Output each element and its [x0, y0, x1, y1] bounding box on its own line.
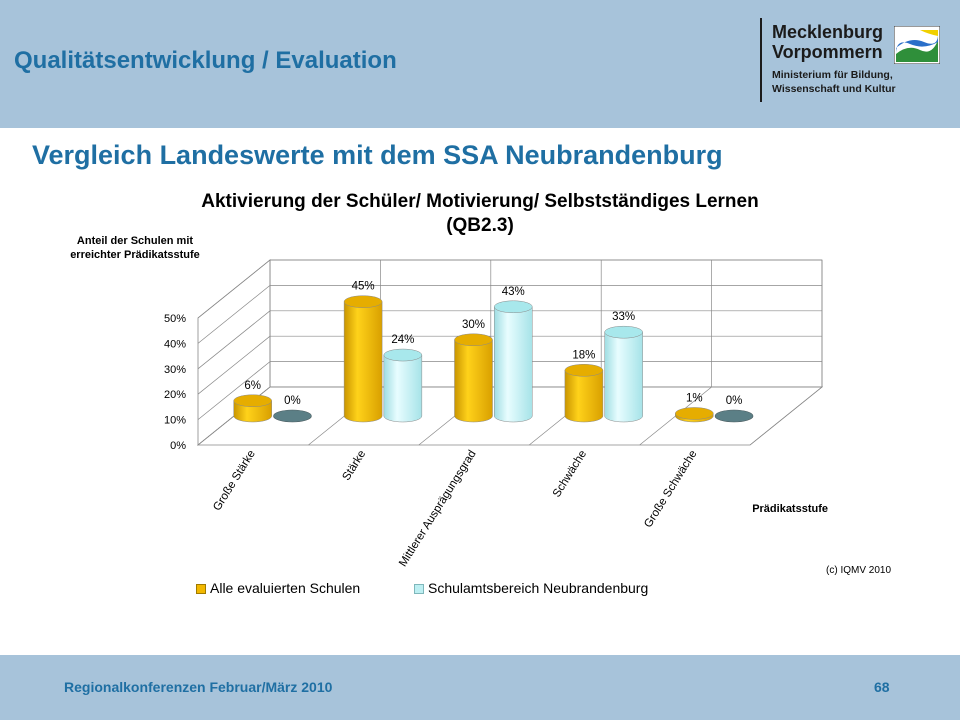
- bar-cylinder: [604, 331, 643, 423]
- bar-cylinder: [343, 301, 383, 423]
- chart-title-line1: Aktivierung der Schüler/ Motivierung/ Se…: [201, 191, 759, 212]
- data-label: 33%: [612, 311, 635, 323]
- y-axis-label-line2: erreichter Prädikatsstufe: [70, 249, 200, 261]
- data-label: 24%: [391, 334, 414, 346]
- data-label: 6%: [244, 380, 261, 392]
- bar-top: [383, 348, 423, 362]
- ministry-logo: Mecklenburg Vorpommern Ministerium für B…: [760, 18, 950, 102]
- legend-label-series1: Alle evaluierten Schulen: [210, 580, 361, 596]
- gridline-side: [197, 310, 271, 370]
- logo-name: Mecklenburg Vorpommern: [772, 22, 883, 62]
- x-tick-label: Große Stärke: [211, 448, 258, 513]
- page-subtitle: Vergleich Landeswerte mit dem SSA Neubra…: [32, 140, 723, 170]
- logo-name-line1: Mecklenburg: [772, 22, 884, 42]
- bar-top: [675, 407, 714, 420]
- y-tick-label: 0%: [170, 440, 186, 452]
- flag-icon: [894, 26, 940, 64]
- legend-label-series2: Schulamtsbereich Neubrandenburg: [428, 580, 649, 596]
- bar-top: [343, 295, 383, 308]
- logo-subtitle: Ministerium für Bildung, Wissenschaft un…: [772, 68, 896, 96]
- bar-cylinder: [564, 370, 604, 423]
- header-title: Qualitätsentwicklung / Evaluation: [14, 47, 397, 74]
- footer-text: Regionalkonferenzen Februar/März 2010: [64, 679, 333, 695]
- gridline-side: [197, 285, 271, 344]
- bar-cylinder: [493, 306, 533, 423]
- bar-cylinder: [454, 339, 493, 423]
- bar-top: [604, 325, 643, 339]
- data-label: 0%: [284, 395, 301, 407]
- gridline-side: [197, 361, 271, 420]
- bar-disc: [273, 409, 312, 423]
- data-label: 45%: [352, 281, 375, 293]
- x-tick-label: Mittlerer Ausprägungsgrad: [397, 448, 479, 569]
- bar-top: [233, 394, 272, 408]
- logo-name-line2: Vorpommern: [772, 42, 883, 62]
- y-tick-label: 40%: [164, 338, 186, 350]
- y-tick-label: 10%: [164, 415, 186, 427]
- y-tick-label: 20%: [164, 389, 186, 401]
- data-label: 30%: [462, 319, 485, 331]
- legend-item-series1: Alle evaluierten Schulen: [196, 580, 360, 596]
- bar-cylinder: [383, 354, 423, 423]
- logo-divider: [760, 18, 762, 102]
- legend-item-series2: Schulamtsbereich Neubrandenburg: [414, 580, 648, 596]
- bar-top: [564, 364, 604, 377]
- bar-top: [454, 333, 493, 347]
- x-tick-label: Stärke: [341, 448, 369, 483]
- bar-disc: [714, 409, 754, 423]
- y-tick-label: 50%: [164, 313, 186, 325]
- x-axis-title: Prädikatsstufe: [752, 503, 828, 515]
- chart-title-line2: (QB2.3): [446, 215, 514, 236]
- data-label: 0%: [726, 395, 743, 407]
- y-axis-label: Anteil der Schulen mit erreichter Prädik…: [40, 234, 230, 262]
- legend-swatch-cyan: [414, 584, 424, 595]
- footer-band: [0, 655, 960, 720]
- floor-divider: [749, 386, 823, 446]
- chart-title: Aktivierung der Schüler/ Motivierung/ Se…: [100, 190, 860, 238]
- gridline-side: [197, 335, 271, 395]
- chart-bars: [233, 295, 754, 423]
- page-number: 68: [874, 679, 890, 695]
- y-tick-label: 30%: [164, 364, 186, 376]
- logo-sub-line1: Ministerium für Bildung,: [772, 69, 893, 81]
- copyright-note: (c) IQMV 2010: [826, 565, 892, 576]
- data-label: 1%: [686, 392, 703, 404]
- x-tick-label: Große Schwäche: [642, 448, 699, 530]
- logo-sub-line2: Wissenschaft und Kultur: [772, 83, 896, 95]
- bar-top: [493, 300, 533, 314]
- y-axis-label-line1: Anteil der Schulen mit: [76, 235, 194, 247]
- x-tick-label: Schwäche: [551, 448, 589, 499]
- legend-swatch-gold: [196, 584, 206, 595]
- data-label: 18%: [572, 349, 595, 361]
- data-label: 43%: [502, 286, 525, 298]
- gridline-side: [197, 259, 271, 319]
- header-band: [0, 0, 960, 128]
